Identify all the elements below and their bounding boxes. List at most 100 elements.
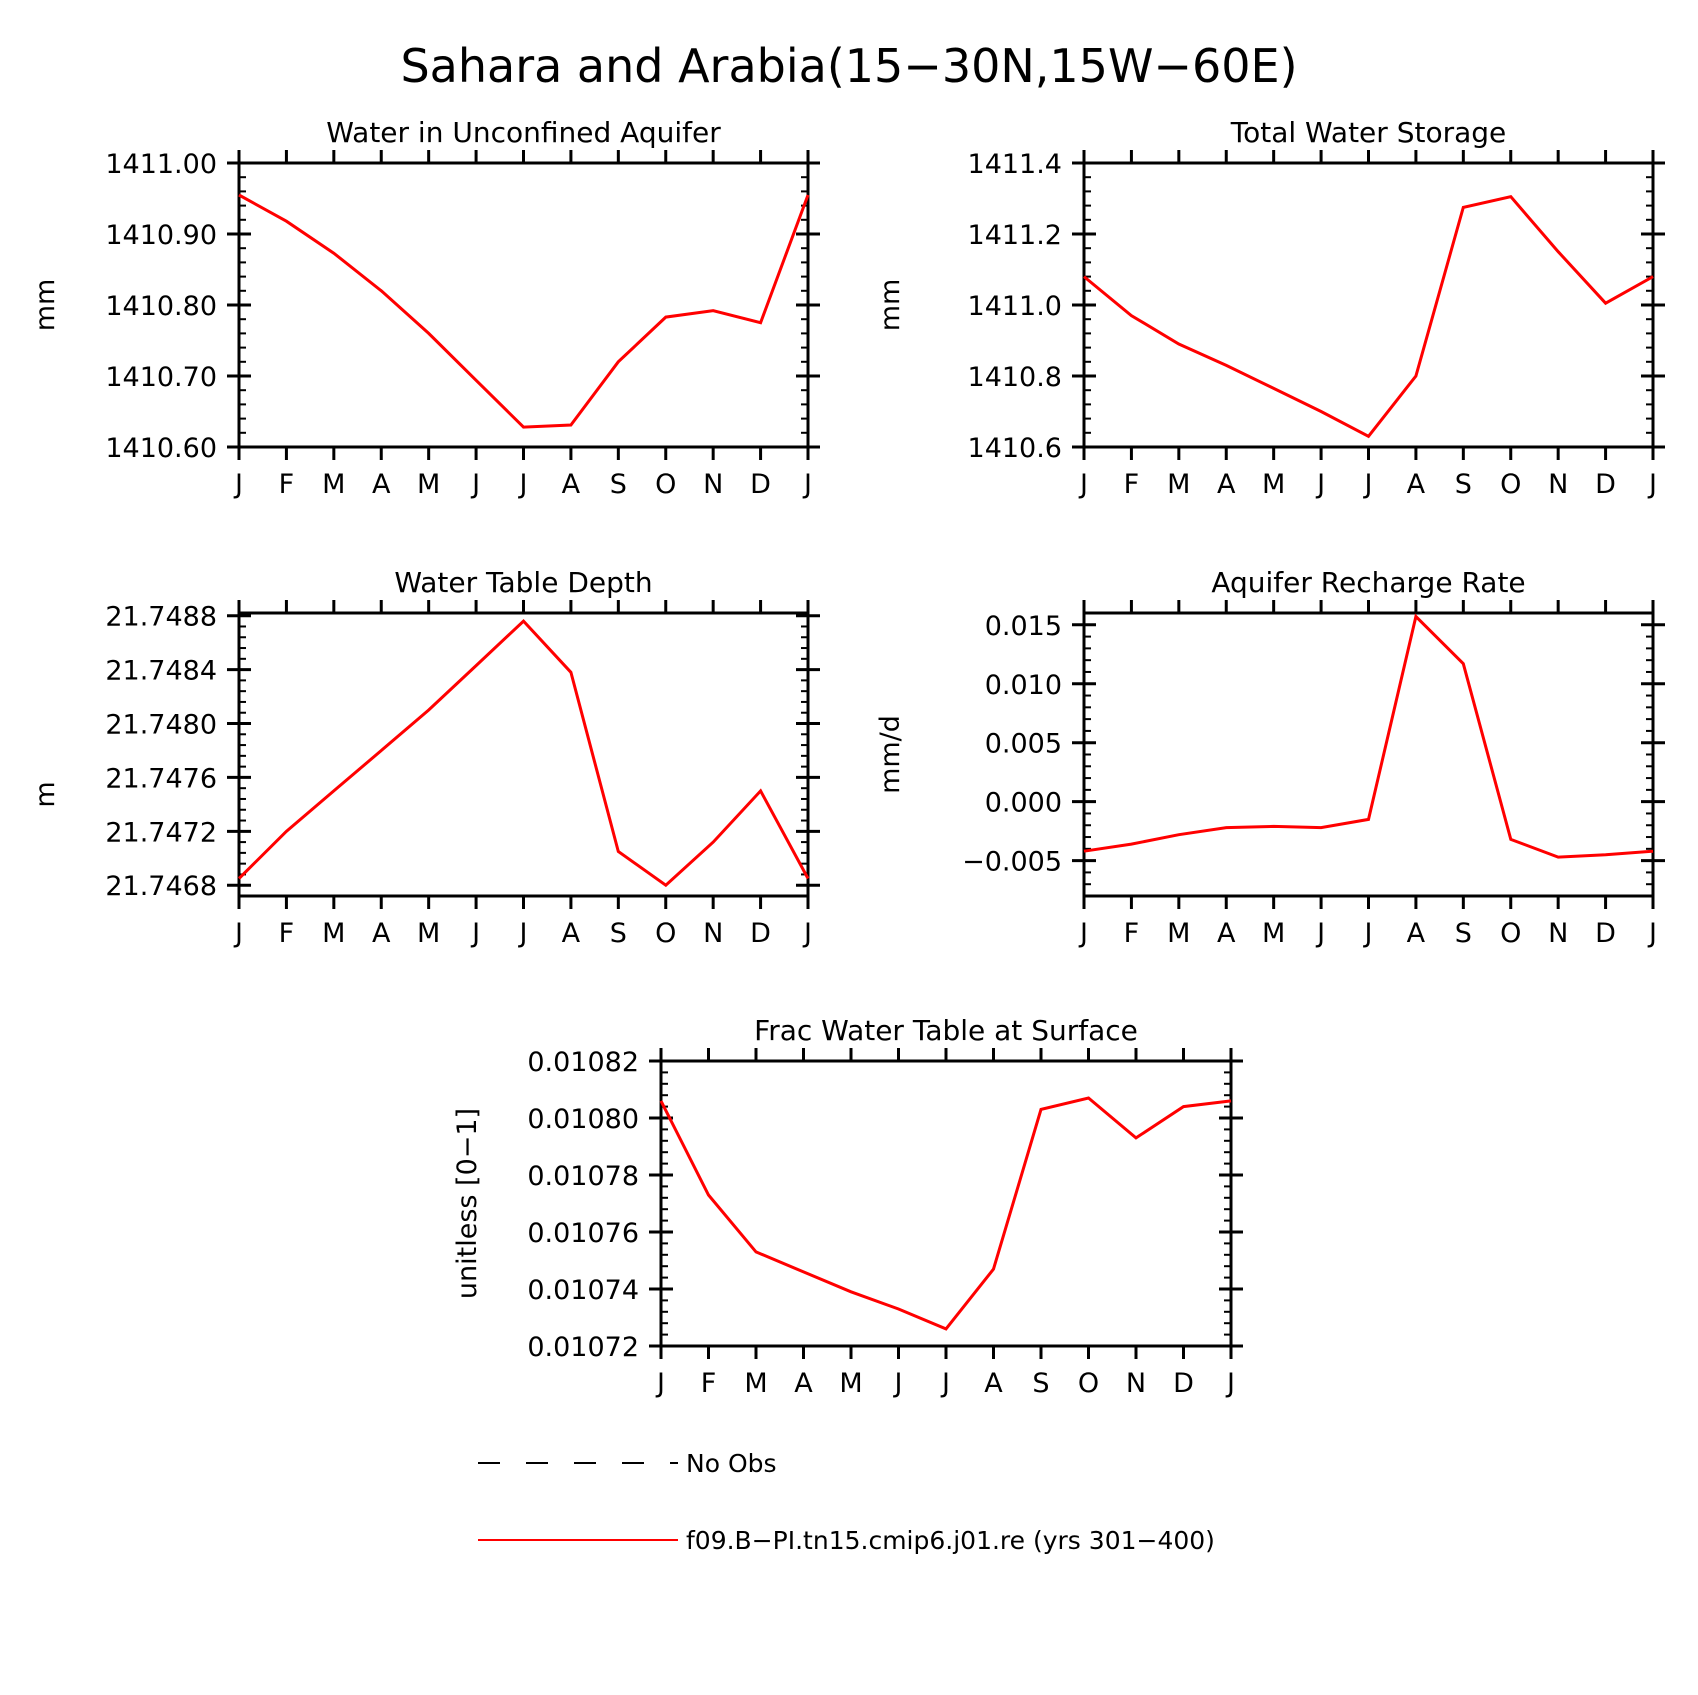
panel-title: Aquifer Recharge Rate [1211,566,1525,599]
y-tick-label: 1411.0 [968,291,1062,322]
x-tick-label: J [518,918,528,949]
x-tick-label: J [1647,918,1657,949]
y-tick-label: 0.01072 [527,1332,639,1363]
legend-label: f09.B−PI.tn15.cmip6.j01.re (yrs 301−400) [686,1526,1215,1555]
y-axis-label: m [30,781,61,807]
x-tick-label: J [1647,469,1657,500]
y-axis-label: unitless [0−1] [452,1108,483,1299]
panel-title: Frac Water Table at Surface [754,1014,1138,1047]
legend-item: f09.B−PI.tn15.cmip6.j01.re (yrs 301−400) [478,1526,1215,1555]
y-tick-label: 1410.6 [968,433,1062,464]
x-tick-label: M [417,469,440,500]
y-tick-label: 1410.90 [105,220,217,251]
legend-item: No Obs [478,1449,777,1478]
plot-frame [1082,611,1655,898]
y-tick-label: 0.01082 [527,1047,639,1078]
y-tick-label: 21.7468 [105,871,217,902]
x-tick-label: A [984,1368,1003,1399]
x-tick-label: O [655,469,676,500]
x-tick-label: O [1500,918,1521,949]
x-tick-label: F [1124,469,1140,500]
series-line [238,193,810,429]
x-tick-label: A [562,469,581,500]
x-tick-label: J [470,469,480,500]
x-tick-label: J [802,469,812,500]
panel-title: Water in Unconfined Aquifer [326,116,721,149]
x-tick-label: O [1500,469,1521,500]
y-axis-label: mm/d [875,715,906,794]
y-tick-label: 21.7476 [105,763,217,794]
x-tick-label: A [1217,918,1236,949]
x-tick-label: J [1225,1368,1235,1399]
x-tick-label: J [1315,469,1325,500]
x-tick-label: M [322,469,345,500]
y-tick-label: 21.7480 [105,710,217,741]
y-tick-label: 1411.00 [105,149,217,180]
y-tick-label: 1411.2 [968,220,1062,251]
panel-title: Total Water Storage [1230,116,1507,149]
x-tick-label: J [470,918,480,949]
x-tick-label: J [1078,469,1088,500]
x-tick-label: J [893,1368,903,1399]
x-tick-label: A [372,469,391,500]
x-tick-label: N [1548,918,1568,949]
x-tick-label: D [1173,1368,1194,1399]
y-tick-label: 0.000 [985,788,1062,819]
y-tick-label: 1410.80 [105,291,217,322]
y-tick-label: 1410.70 [105,362,217,393]
y-tick-label: 0.01074 [527,1275,639,1306]
y-tick-label: 1410.60 [105,433,217,464]
panel-title: Water Table Depth [394,566,652,599]
x-tick-label: F [1124,918,1140,949]
x-tick-label: M [1167,469,1190,500]
legend: No Obs f09.B−PI.tn15.cmip6.j01.re (yrs 30… [478,1449,1215,1555]
x-tick-label: D [1595,918,1616,949]
series-line [1083,613,1654,859]
y-tick-label: 0.005 [985,729,1062,760]
x-tick-label: D [1595,469,1616,500]
plot-frame [659,1059,1233,1348]
x-tick-label: A [1407,469,1426,500]
y-tick-label: 0.01080 [527,1104,639,1135]
x-tick-label: M [839,1368,862,1399]
x-tick-label: J [1078,918,1088,949]
x-tick-label: N [703,918,723,949]
x-tick-label: S [610,469,627,500]
x-tick-label: F [279,469,295,500]
plot-frame [1082,161,1655,449]
y-tick-label: 1410.8 [968,362,1062,393]
y-tick-label: 21.7488 [105,602,217,633]
x-tick-label: J [940,1368,950,1399]
legend-label: No Obs [686,1449,777,1478]
y-tick-label: −0.005 [962,847,1062,878]
x-tick-label: J [233,469,243,500]
x-tick-label: S [1455,918,1472,949]
x-tick-label: A [794,1368,813,1399]
y-tick-label: 0.015 [985,611,1062,642]
x-tick-label: S [1032,1368,1049,1399]
y-tick-label: 1411.4 [968,149,1062,180]
x-tick-label: N [1126,1368,1146,1399]
x-tick-label: J [1315,918,1325,949]
x-tick-label: M [322,918,345,949]
x-tick-label: A [1407,918,1426,949]
series-line [237,618,810,888]
x-tick-label: J [1363,469,1373,500]
y-tick-label: 21.7484 [105,656,217,687]
x-tick-label: N [703,469,723,500]
plot-frame [237,611,810,898]
x-tick-label: A [1217,469,1236,500]
y-tick-label: 0.01078 [527,1161,639,1192]
x-tick-label: J [802,918,812,949]
x-tick-label: J [1363,918,1373,949]
x-tick-label: D [750,918,771,949]
x-tick-label: F [701,1368,717,1399]
plot-frame [237,161,810,449]
series-line [659,1096,1232,1331]
x-tick-label: F [279,918,295,949]
x-tick-label: M [417,918,440,949]
